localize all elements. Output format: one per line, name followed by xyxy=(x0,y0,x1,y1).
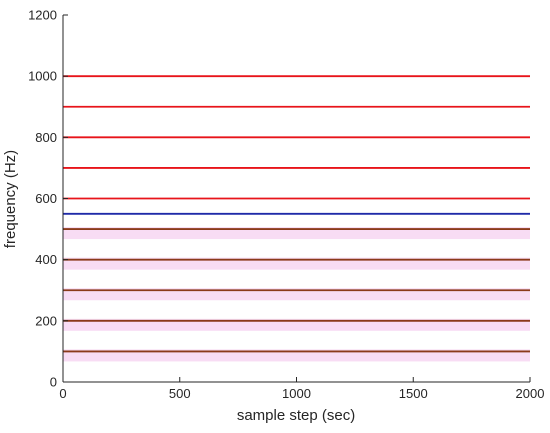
y-ticks: 0 200 400 600 800 1000 1200 xyxy=(28,8,68,390)
y-tick-label: 0 xyxy=(50,375,57,390)
y-tick-label: 400 xyxy=(35,252,57,267)
noise-bands xyxy=(63,227,530,362)
series-band-1 xyxy=(63,318,530,331)
x-axis-label: sample step (sec) xyxy=(237,407,355,424)
series-band-0 xyxy=(63,349,530,362)
x-tick-label: 500 xyxy=(169,386,191,401)
series-band-3 xyxy=(63,257,530,270)
y-tick-label: 1200 xyxy=(28,8,57,23)
y-tick-label: 600 xyxy=(35,191,57,206)
x-tick-label: 0 xyxy=(59,386,66,401)
y-tick-label: 1000 xyxy=(28,69,57,84)
x-tick-label: 1500 xyxy=(399,386,428,401)
x-tick-label: 1000 xyxy=(282,386,311,401)
y-tick-label: 200 xyxy=(35,313,57,328)
series-band-4 xyxy=(63,227,530,240)
y-axis-label: frequency (Hz) xyxy=(2,150,19,248)
x-ticks: 0 500 1000 1500 2000 xyxy=(59,377,544,401)
series-lines xyxy=(63,75,530,353)
y-tick-label: 800 xyxy=(35,130,57,145)
series-band-2 xyxy=(63,288,530,301)
x-tick-label: 2000 xyxy=(516,386,545,401)
